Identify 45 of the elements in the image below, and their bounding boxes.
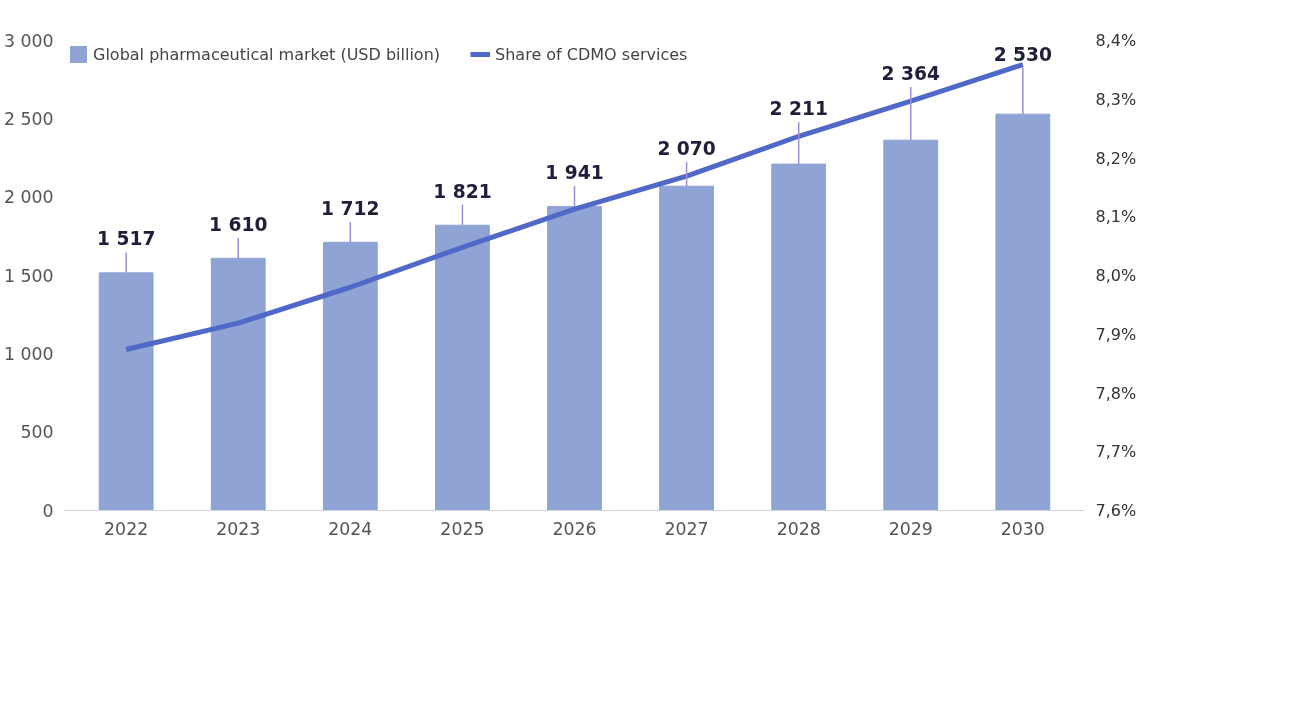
y-tick-label: 0 (42, 500, 54, 521)
data-label: 2 211 (769, 98, 828, 120)
bar (210, 257, 266, 511)
data-label: 1 610 (209, 213, 268, 235)
y2-tick-label: 8,2% (1095, 148, 1137, 168)
bar (322, 241, 378, 511)
y2-tick-label: 7,8% (1095, 383, 1137, 403)
bar (771, 163, 827, 511)
x-tick-label: 2029 (888, 518, 933, 539)
x-tick-label: 2023 (216, 518, 261, 539)
bar (435, 224, 490, 511)
x-tick-label: 2028 (776, 518, 821, 539)
data-label: 2 070 (657, 137, 716, 159)
data-label: 2 530 (993, 43, 1053, 65)
legend-label: Global pharmaceutical market (USD billion) (93, 44, 441, 64)
y2-tick-label: 7,9% (1095, 324, 1137, 344)
bar (995, 113, 1051, 511)
y2-tick-label: 8,3% (1095, 89, 1137, 109)
bar (883, 139, 939, 511)
y2-tick-label: 8,0% (1095, 266, 1137, 285)
y2-tick-label: 8,1% (1095, 207, 1137, 227)
legend-label: Share of CDMO services (495, 44, 688, 64)
bar (659, 185, 714, 511)
x-tick-label: 2027 (664, 518, 709, 539)
y2-tick-label: 7,7% (1095, 442, 1137, 462)
data-label: 2 364 (881, 62, 940, 84)
data-label: 1 941 (545, 161, 604, 183)
y-tick-label: 2 000 (3, 187, 54, 208)
x-tick-label: 2030 (1000, 518, 1045, 539)
x-tick-label: 2025 (440, 518, 485, 539)
data-label: 1 517 (96, 228, 156, 250)
bar (98, 272, 154, 511)
x-tick-label: 2024 (328, 518, 373, 539)
y-tick-label: 500 (20, 422, 54, 443)
x-tick-label: 2026 (552, 518, 597, 539)
y-tick-label: 3 000 (3, 30, 54, 51)
y-tick-label: 2 500 (3, 108, 54, 129)
bar (547, 205, 602, 511)
y-tick-label: 1 500 (3, 265, 54, 286)
y2-tick-label: 7,6% (1095, 501, 1137, 520)
x-tick-label: 2022 (104, 518, 149, 539)
y2-tick-label: 8,4% (1095, 31, 1137, 50)
data-label: 1 821 (433, 180, 492, 202)
y-tick-label: 1 000 (3, 343, 54, 364)
data-label: 1 712 (321, 197, 380, 219)
